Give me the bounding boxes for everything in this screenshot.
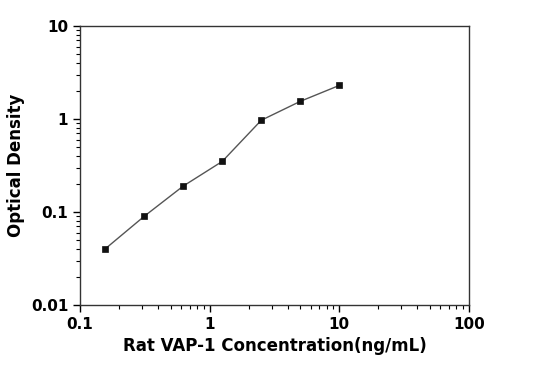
Y-axis label: Optical Density: Optical Density [7, 94, 25, 237]
X-axis label: Rat VAP-1 Concentration(ng/mL): Rat VAP-1 Concentration(ng/mL) [123, 337, 426, 355]
